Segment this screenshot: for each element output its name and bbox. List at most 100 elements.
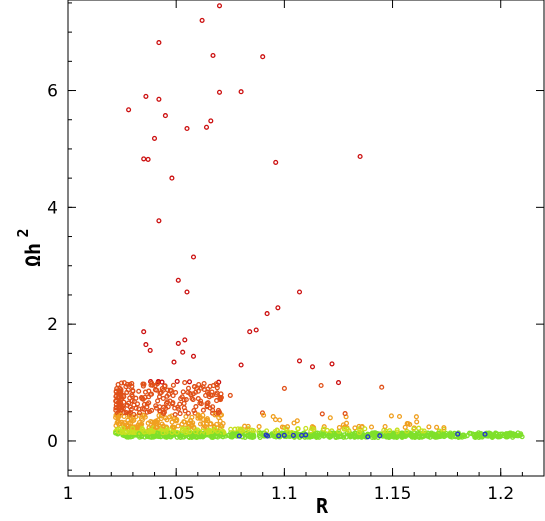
data-point [205,386,211,392]
data-point [143,342,149,348]
data-point [260,54,266,60]
data-point [430,431,437,437]
data-point [227,392,233,398]
data-point [237,426,243,432]
data-point [303,425,309,431]
data-point [130,388,136,394]
data-point [247,329,253,335]
data-point [182,337,188,343]
data-point [189,422,195,428]
data-point [256,424,262,430]
data-point [136,388,142,394]
data-point [184,289,190,295]
data-point [216,3,223,9]
data-point [121,394,127,400]
data-point [388,413,394,419]
data-point [129,380,135,387]
data-point [411,426,417,432]
data-point [336,424,342,431]
data-point [148,391,155,397]
data-point [171,416,177,422]
data-point [399,434,405,440]
data-point [142,394,148,400]
data-point [382,423,388,430]
data-point [203,417,209,423]
data-point [424,432,430,438]
data-point [318,382,324,389]
data-point [201,430,207,437]
data-point [290,432,296,438]
data-point [214,390,220,396]
x-tick-label: 1 [63,484,74,504]
data-point [455,431,461,437]
data-point [321,424,327,430]
data-point [412,434,418,440]
data-point [126,400,132,406]
data-point [129,398,135,404]
data-point [284,426,290,432]
x-axis-title: R [316,494,329,518]
data-point [163,400,170,406]
data-point [175,277,181,283]
data-point [116,400,122,406]
data-point [157,390,163,396]
data-point [404,428,410,434]
data-point [426,424,432,430]
data-point [228,426,234,432]
data-point [212,427,218,433]
y-axis-title-main: Ωh [21,243,45,267]
data-point [118,412,124,418]
data-point [184,125,190,132]
data-point [152,421,159,427]
data-point [295,426,301,432]
data-point [210,404,216,410]
data-point [387,428,393,434]
data-point [235,426,241,432]
data-point [127,395,133,401]
data-point [236,433,242,439]
data-point [312,432,318,438]
data-point [299,432,305,438]
data-point [214,398,220,404]
data-point [182,427,188,434]
data-point [281,432,287,438]
data-point [144,401,150,407]
data-point [173,389,179,396]
data-point [117,385,123,391]
data-point [183,414,189,420]
data-point [342,411,348,417]
data-point [369,430,376,436]
data-point [169,175,175,181]
data-point [320,426,326,432]
data-point [165,387,171,393]
data-point [163,429,169,435]
data-point [273,159,279,165]
data-point [216,89,223,95]
data-point [368,424,375,430]
data-point [147,409,153,415]
data-point [124,389,130,395]
data-point [203,124,210,130]
data-point [179,394,185,400]
data-point [363,434,369,440]
data-point [156,218,162,224]
data-point [238,89,244,95]
data-point [125,423,131,429]
data-point [146,388,152,394]
data-point [128,416,134,422]
x-tick-label: 1.05 [157,484,195,504]
data-point [161,409,167,415]
data-point [162,113,168,119]
y-axis-title: Ωh 2 [14,228,45,267]
data-point [434,424,440,430]
data-point [138,416,145,422]
data-point [167,414,173,420]
data-point [175,340,181,346]
y-tick-label: 4 [47,198,58,218]
data-point [200,384,206,390]
data-point [416,425,422,431]
data-point [441,425,447,431]
data-point [204,401,210,407]
data-point [121,410,127,416]
data-point [294,418,300,424]
